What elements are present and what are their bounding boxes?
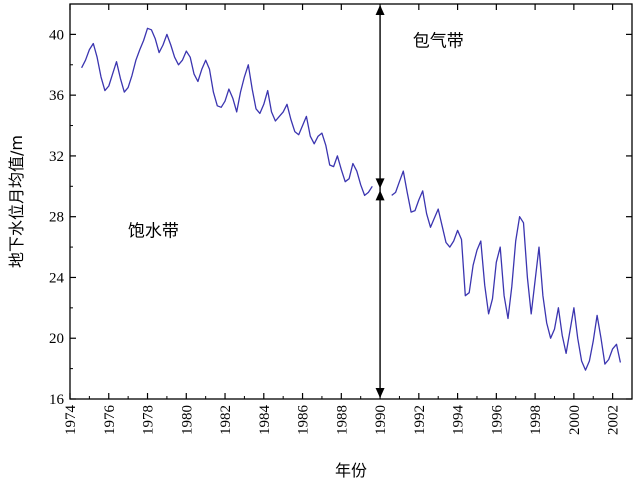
y-tick-label: 20 bbox=[49, 331, 64, 347]
y-tick-label: 40 bbox=[49, 27, 64, 43]
y-tick-label: 36 bbox=[49, 88, 65, 104]
x-axis-title: 年份 bbox=[335, 461, 367, 480]
x-tick-label: 1974 bbox=[63, 405, 79, 436]
y-tick-label: 16 bbox=[49, 392, 65, 408]
series-layer bbox=[81, 27, 622, 371]
x-tick-label: 1976 bbox=[102, 405, 118, 436]
annotation-label-1: 包气带 bbox=[413, 32, 464, 52]
x-tick-label: 1980 bbox=[179, 405, 195, 435]
labels-layer: 1974 1976 1978 1980 1982 1984 1986 1988 1990 1992… bbox=[7, 27, 622, 480]
boundary-arrow bbox=[375, 5, 385, 398]
x-tick-label: 2002 bbox=[606, 405, 622, 435]
axes-layer bbox=[69, 3, 633, 400]
y-tick-label: 24 bbox=[49, 270, 65, 286]
x-tick-label: 1978 bbox=[141, 405, 157, 435]
y-tick-label: 32 bbox=[49, 149, 64, 165]
x-tick-label: 1986 bbox=[296, 405, 312, 436]
y-axis-title: 地下水位月均值/m bbox=[7, 135, 26, 268]
series-line-segment-2 bbox=[391, 170, 622, 371]
x-tick-label: 1996 bbox=[489, 405, 505, 436]
x-tick-label: 1990 bbox=[373, 405, 389, 435]
x-tick-label: 1984 bbox=[257, 405, 273, 436]
annotation-label-2: 饱水带 bbox=[128, 221, 179, 241]
arrowhead-mid-down bbox=[375, 178, 385, 189]
x-tick-label: 1992 bbox=[412, 405, 428, 435]
x-tick-label: 2000 bbox=[567, 405, 583, 435]
x-tick-label: 1988 bbox=[334, 405, 350, 435]
series-line-segment-1 bbox=[81, 27, 373, 197]
x-tick-label: 1994 bbox=[451, 405, 467, 436]
plot-frame bbox=[69, 3, 633, 400]
arrowhead-mid-up bbox=[375, 190, 385, 201]
y-tick-label: 28 bbox=[49, 210, 64, 226]
x-tick-label: 1982 bbox=[218, 405, 234, 435]
x-tick-label: 1998 bbox=[528, 405, 544, 435]
